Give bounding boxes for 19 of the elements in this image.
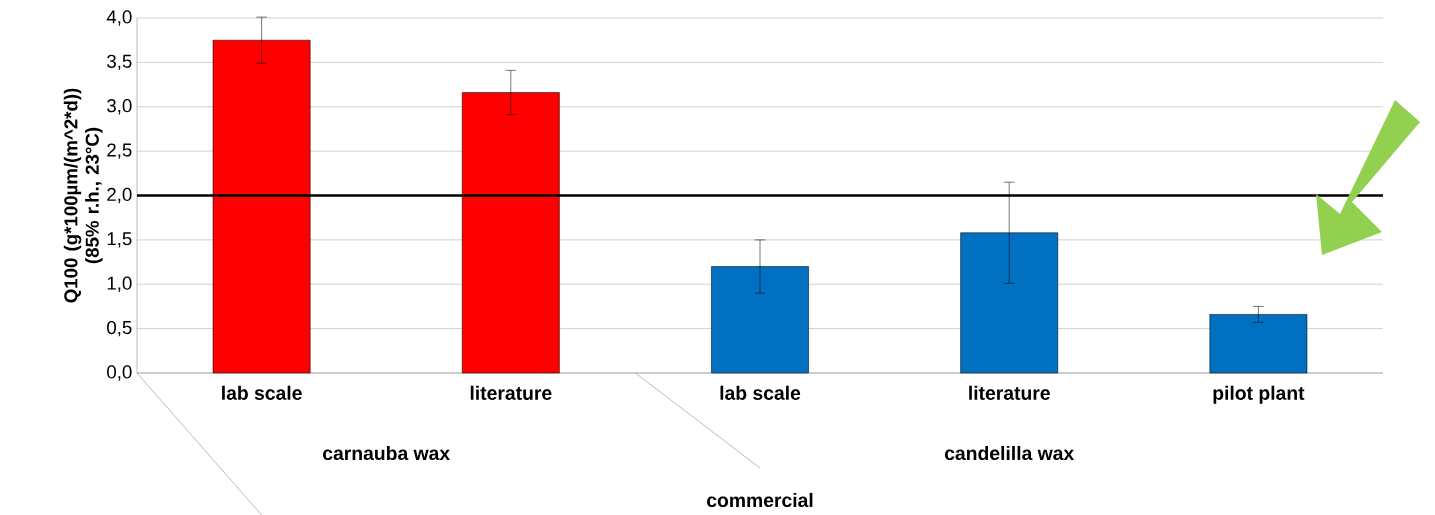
bar	[1209, 314, 1308, 374]
x-tick-label: lab scale	[720, 385, 801, 400]
text: carnauba wax	[323, 445, 450, 461]
y-tick-label: 1,5	[107, 232, 132, 248]
y-axis-title: Q100 (g*100µm/(m^2*d)) (85% r.h., 23°C)	[63, 88, 103, 303]
text: candelilla wax	[944, 445, 1075, 461]
x-tick-label: pilot plant	[1213, 385, 1305, 404]
x-tick-label: literature	[969, 385, 1050, 400]
text: commercial	[707, 492, 813, 508]
y-tick-label: 0,0	[107, 365, 132, 381]
y-tick-label: 2,0	[107, 187, 132, 204]
y-tick-label: 4,0	[106, 10, 132, 26]
y-tick-label: 1,0	[107, 276, 132, 292]
x-tick-label: literature	[470, 385, 552, 400]
y-tick-label: 2,5	[107, 143, 132, 159]
y-tick-label: 3,5	[107, 54, 132, 71]
x-tick-label: lab scale	[222, 385, 302, 400]
y-tick-label: 3,0	[107, 99, 132, 115]
y-tick-label: 0,5	[107, 320, 132, 337]
